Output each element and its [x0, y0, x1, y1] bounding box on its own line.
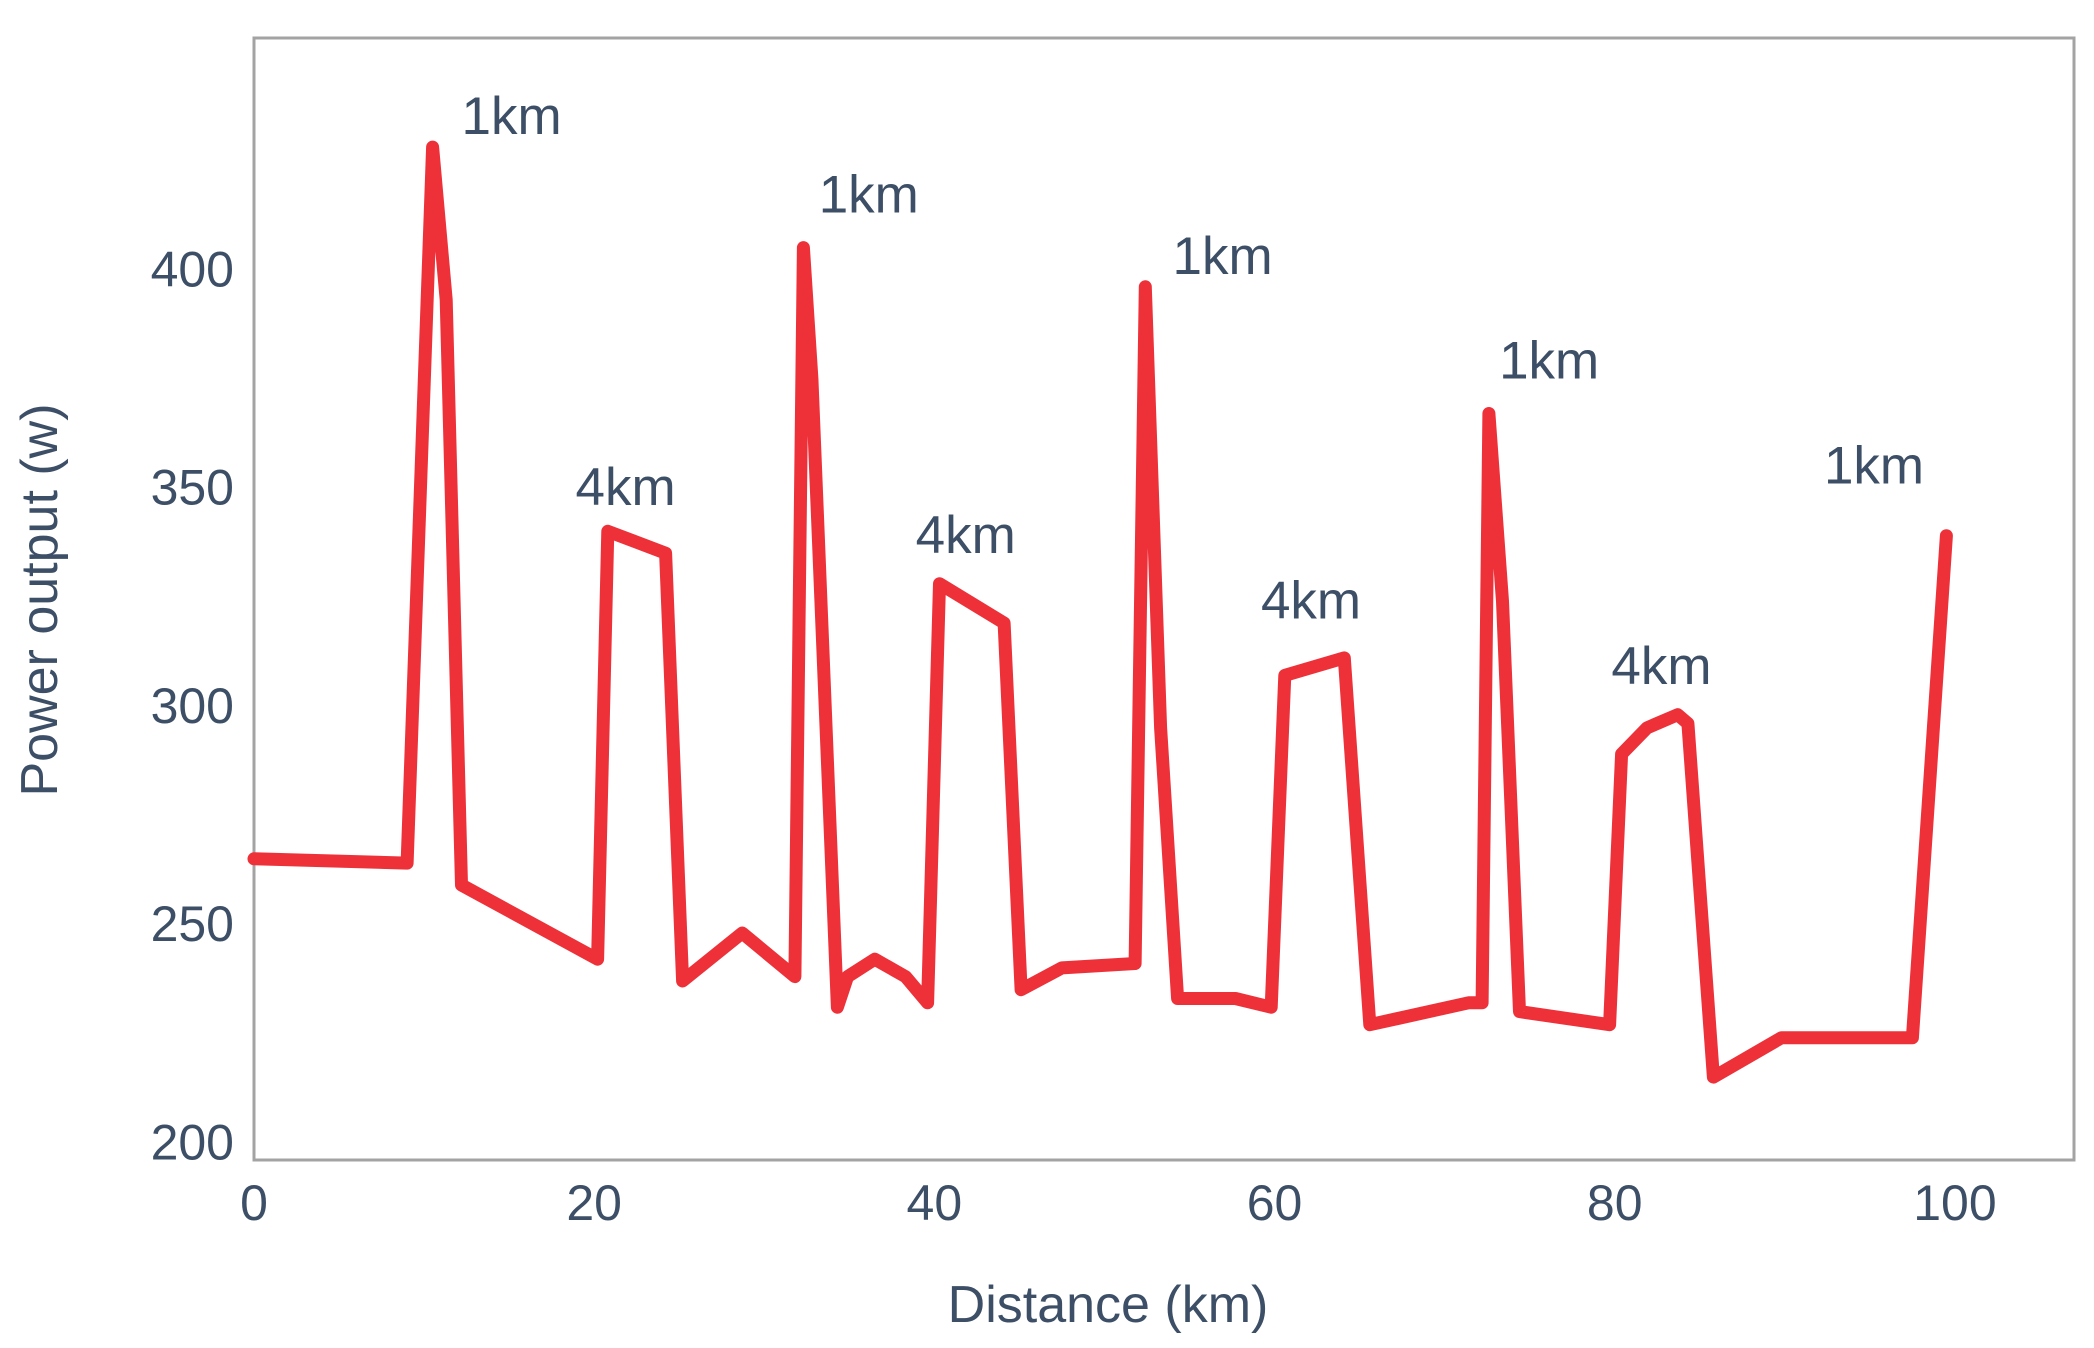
segment-annotation: 4km	[575, 458, 675, 517]
segment-annotation: 4km	[1261, 572, 1361, 631]
segment-annotation: 4km	[1611, 637, 1711, 696]
x-axis-label: Distance (km)	[948, 1276, 1269, 1334]
x-tick-labels: 0 20 40 60 80 100	[240, 1175, 1997, 1231]
segment-annotation: 1km	[1499, 332, 1599, 391]
y-tick-labels: 200 250 300 350 400	[151, 241, 234, 1170]
plot-frame	[252, 36, 2076, 1162]
y-tick-label: 350	[151, 460, 234, 516]
x-tick-label: 100	[1913, 1175, 1996, 1231]
x-tick-label: 80	[1587, 1175, 1643, 1231]
segment-annotation: 1km	[462, 87, 562, 146]
y-axis-label: Power output (w)	[11, 403, 69, 796]
y-tick-label: 400	[151, 241, 234, 297]
y-tick-label: 300	[151, 678, 234, 734]
segment-annotations: 1km 4km 1km 4km 1km 4km 1km 4km 1km	[462, 87, 1925, 696]
y-tick-label: 200	[151, 1115, 234, 1171]
segment-annotation: 1km	[819, 166, 919, 225]
x-tick-label: 20	[566, 1175, 622, 1231]
x-tick-label: 60	[1247, 1175, 1303, 1231]
segment-annotation: 4km	[916, 506, 1016, 565]
segment-annotation: 1km	[1173, 227, 1273, 286]
x-tick-label: 40	[907, 1175, 963, 1231]
y-tick-label: 250	[151, 896, 234, 952]
x-tick-label: 0	[240, 1175, 268, 1231]
segment-annotation: 1km	[1824, 436, 1924, 495]
power-series-line	[247, 140, 1953, 1084]
